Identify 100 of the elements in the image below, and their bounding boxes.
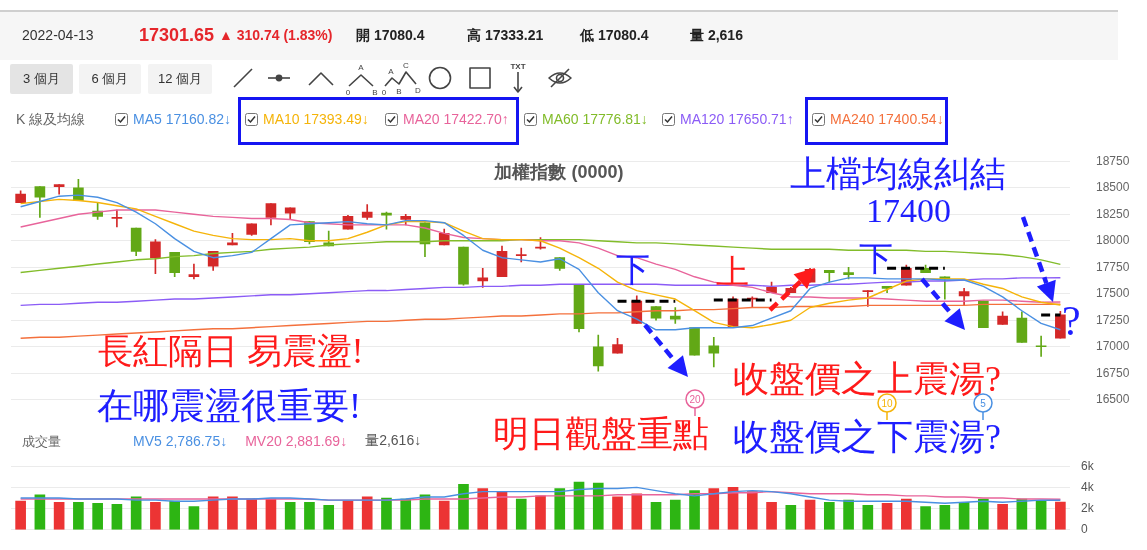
annotation: ? [1062, 298, 1081, 344]
circle-icon[interactable] [428, 66, 452, 90]
bar [15, 500, 26, 530]
bar [438, 500, 450, 530]
bar [554, 488, 566, 530]
bar [920, 506, 931, 530]
bar [361, 496, 373, 530]
bar [458, 483, 469, 530]
candlestick [188, 263, 200, 280]
text: 開 17080.4 [356, 26, 425, 44]
bar [304, 501, 315, 530]
chart-title: 成交量 [22, 432, 61, 450]
square-icon[interactable] [469, 67, 491, 89]
annotation: 在哪震盪很重要! [97, 386, 361, 426]
bar [188, 506, 200, 530]
bar [939, 505, 951, 530]
annotation: 上 [716, 253, 749, 290]
checkbox[interactable] [662, 112, 675, 126]
y-tick-label: 17250 [1096, 312, 1130, 327]
text: 高 17333.21 [467, 26, 544, 44]
text: 量 2,616 [690, 26, 743, 44]
bar [901, 498, 912, 530]
diagonal-stroke-icon[interactable] [232, 67, 254, 89]
bar [169, 500, 180, 530]
bar [669, 499, 681, 530]
y-tick-label: 16500 [1096, 392, 1130, 407]
text: 17301.65 [139, 23, 215, 47]
text: 量2,616↓ [365, 432, 422, 450]
candlestick [111, 209, 123, 228]
checkbox[interactable] [812, 112, 825, 126]
bar [612, 496, 623, 530]
bar [862, 505, 874, 530]
text: MA10 17393.49↓ [263, 111, 369, 127]
text: 收盤價之下震湯? [733, 417, 1001, 457]
button[interactable]: 6 個月 [79, 64, 141, 94]
checkbox[interactable] [115, 112, 128, 126]
y-tick-label: 4k [1081, 479, 1095, 494]
text: MV5 2,786.75↓ [133, 433, 228, 449]
bar [881, 502, 893, 530]
checkbox[interactable] [385, 112, 398, 126]
annotation: 下 [859, 240, 893, 277]
y-tick-label: 0 [1081, 522, 1088, 537]
bar [381, 497, 392, 530]
bar [592, 482, 604, 530]
bar [477, 488, 489, 530]
bar [342, 500, 354, 530]
bar [284, 501, 296, 530]
button[interactable]: 3 個月 [10, 64, 73, 94]
text: MA60 17776.81↓ [542, 111, 648, 127]
bar [708, 488, 720, 530]
y-tick-label: 17000 [1096, 339, 1130, 354]
y-tick-label: 18000 [1096, 233, 1130, 248]
bar [997, 504, 1008, 530]
text: 2022-04-13 [22, 26, 94, 44]
text: 明日觀盤重點 [493, 414, 709, 454]
bar [515, 498, 527, 530]
y-tick-label: 6k [1081, 458, 1095, 473]
bar [227, 496, 238, 530]
y-tick-label: 18750 [1096, 153, 1130, 168]
bar [785, 505, 797, 530]
button[interactable]: 12 個月 [148, 64, 212, 94]
bar [823, 501, 835, 530]
legend-title: K 線及均線 [16, 110, 86, 129]
candlestick [1035, 335, 1047, 357]
checkbox[interactable] [245, 112, 258, 126]
bar [689, 490, 700, 530]
text: ▲ 310.74 (1.83%) [219, 26, 333, 44]
y-tick-label: 17750 [1096, 259, 1130, 274]
text: 低 17080.4 [580, 26, 649, 44]
bar [111, 504, 123, 530]
bar [1035, 500, 1047, 530]
bar [978, 498, 989, 530]
annotation: 17400 [866, 192, 951, 229]
y-tick-label: 2k [1081, 500, 1095, 515]
annotation: 5 [980, 397, 987, 409]
y-tick-label: 18500 [1096, 180, 1130, 195]
caret-icon[interactable] [308, 70, 334, 87]
annotation: 下 [616, 251, 650, 288]
annotation: 10 [881, 397, 894, 409]
bar [150, 501, 161, 530]
bar [92, 502, 103, 530]
bar [400, 498, 412, 530]
bar [631, 493, 643, 530]
bar [323, 505, 335, 530]
text: MA5 17160.82↓ [133, 111, 232, 127]
y-tick-label: 18250 [1096, 206, 1130, 221]
checkbox[interactable] [524, 112, 537, 126]
annotation: 20 [688, 393, 701, 405]
bar [766, 501, 777, 530]
eye-slash-icon[interactable] [547, 67, 573, 89]
chart-title: 加權指數 (0000) [494, 160, 624, 184]
text: MV20 2,881.69↓ [245, 433, 348, 449]
annotation: 上檔均線糾結 [790, 154, 1006, 194]
text: MA240 17400.54↓ [830, 111, 944, 127]
bar [843, 499, 854, 530]
bar [73, 501, 84, 530]
text: MA120 17650.71↑ [680, 111, 794, 127]
horizontal-stroke-icon[interactable] [267, 72, 291, 84]
bar [53, 501, 65, 530]
bar [535, 495, 546, 530]
